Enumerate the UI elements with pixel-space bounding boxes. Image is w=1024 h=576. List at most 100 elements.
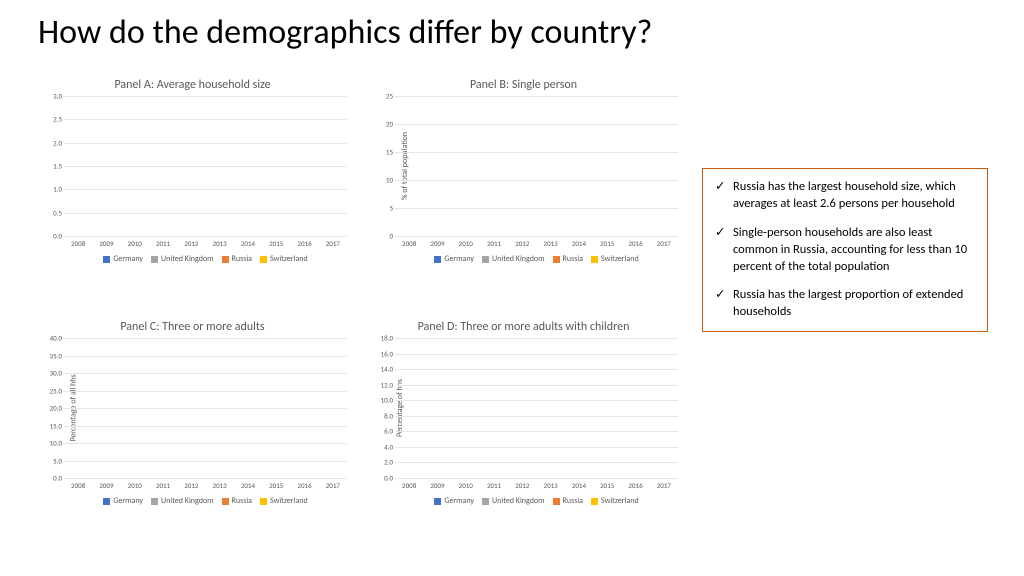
y-tick: 6.0	[373, 427, 393, 436]
chart-title: Panel A: Average household size	[38, 78, 347, 92]
x-tick: 2017	[650, 239, 678, 248]
legend-label: Switzerland	[601, 254, 639, 264]
legend-label: United Kingdom	[492, 496, 544, 506]
y-tick: 25.0	[42, 386, 62, 395]
legend-item: United Kingdom	[151, 496, 213, 506]
y-tick: 25	[373, 92, 393, 101]
y-tick: 0.0	[42, 232, 62, 241]
legend-item: Russia	[222, 254, 252, 264]
x-tick: 2012	[508, 481, 536, 490]
legend-label: Switzerland	[270, 254, 308, 264]
x-tick: 2016	[621, 239, 649, 248]
y-tick: 10.0	[373, 396, 393, 405]
x-tick: 2010	[452, 239, 480, 248]
legend-swatch	[482, 256, 489, 263]
y-tick: 20	[373, 120, 393, 129]
x-tick: 2017	[650, 481, 678, 490]
callout-item: Single-person households are also least …	[715, 225, 975, 276]
y-tick: 10	[373, 176, 393, 185]
legend-swatch	[222, 256, 229, 263]
legend-swatch	[434, 256, 441, 263]
panelB: Panel B: Single person% of total populat…	[369, 78, 678, 306]
y-tick: 2.0	[42, 138, 62, 147]
legend-label: Russia	[232, 496, 252, 506]
legend: Germany United Kingdom Russia Switzerland	[64, 496, 347, 506]
legend-label: Switzerland	[601, 496, 639, 506]
legend-swatch	[103, 498, 110, 505]
y-tick: 40.0	[42, 334, 62, 343]
legend: Germany United Kingdom Russia Switzerland	[395, 496, 678, 506]
x-tick: 2012	[508, 239, 536, 248]
callout-box: Russia has the largest household size, w…	[702, 168, 988, 332]
x-tick: 2015	[593, 239, 621, 248]
x-tick: 2017	[319, 481, 347, 490]
legend-item: Russia	[553, 254, 583, 264]
x-tick: 2008	[64, 239, 92, 248]
callout-item: Russia has the largest proportion of ext…	[715, 287, 975, 321]
y-tick: 20.0	[42, 404, 62, 413]
legend-swatch	[434, 498, 441, 505]
callout-list: Russia has the largest household size, w…	[715, 179, 975, 321]
x-tick: 2014	[234, 481, 262, 490]
legend-label: Russia	[563, 254, 583, 264]
x-tick: 2010	[452, 481, 480, 490]
x-tick: 2009	[423, 481, 451, 490]
legend-item: Switzerland	[260, 496, 308, 506]
legend-swatch	[151, 256, 158, 263]
y-tick: 12.0	[373, 380, 393, 389]
legend-item: United Kingdom	[482, 496, 544, 506]
x-tick: 2016	[290, 481, 318, 490]
y-tick: 3.0	[42, 92, 62, 101]
plot-area: % of total population0510152025	[395, 96, 678, 237]
panelD: Panel D: Three or more adults with child…	[369, 320, 678, 548]
page-title: How do the demographics differ by countr…	[38, 12, 652, 53]
legend-item: Russia	[222, 496, 252, 506]
y-tick: 15.0	[42, 421, 62, 430]
callout-item: Russia has the largest household size, w…	[715, 179, 975, 213]
y-tick: 1.5	[42, 162, 62, 171]
panelA: Panel A: Average household size 0.00.51.0…	[38, 78, 347, 306]
x-tick: 2010	[121, 481, 149, 490]
x-tick: 2013	[536, 481, 564, 490]
x-axis-labels: 2008200920102011201220132014201520162017	[395, 239, 678, 248]
legend: GermanyUnited KingdomRussiaSwitzerland	[64, 254, 347, 264]
y-tick: 0.5	[42, 208, 62, 217]
legend-swatch	[151, 498, 158, 505]
legend-item: Germany	[434, 496, 474, 506]
legend-label: Germany	[113, 496, 143, 506]
legend-item: Switzerland	[591, 496, 639, 506]
legend-swatch	[260, 256, 267, 263]
x-tick: 2011	[480, 239, 508, 248]
legend: Germany United Kingdom Russia Switzerland	[395, 254, 678, 264]
y-tick: 18.0	[373, 334, 393, 343]
x-tick: 2011	[149, 239, 177, 248]
x-tick: 2011	[480, 481, 508, 490]
x-tick: 2008	[395, 481, 423, 490]
plot-area: 0.00.51.01.52.02.53.0	[64, 96, 347, 237]
legend-swatch	[222, 498, 229, 505]
legend-swatch	[482, 498, 489, 505]
x-tick: 2016	[290, 239, 318, 248]
legend-item: United Kingdom	[482, 254, 544, 264]
legend-item: Switzerland	[591, 254, 639, 264]
x-tick: 2013	[536, 239, 564, 248]
x-tick: 2012	[177, 481, 205, 490]
legend-label: Germany	[444, 254, 474, 264]
y-tick: 30.0	[42, 369, 62, 378]
legend-label: Germany	[444, 496, 474, 506]
x-tick: 2008	[395, 239, 423, 248]
x-tick: 2015	[262, 481, 290, 490]
legend-item: Germany	[103, 496, 143, 506]
y-tick: 16.0	[373, 349, 393, 358]
x-tick: 2014	[565, 481, 593, 490]
x-tick: 2015	[593, 481, 621, 490]
legend-label: Russia	[563, 496, 583, 506]
y-tick: 2.5	[42, 115, 62, 124]
legend-item: Russia	[553, 496, 583, 506]
x-tick: 2009	[92, 481, 120, 490]
x-axis-labels: 2008200920102011201220132014201520162017	[64, 481, 347, 490]
x-tick: 2010	[121, 239, 149, 248]
legend-swatch	[553, 498, 560, 505]
legend-label: Germany	[113, 254, 143, 264]
y-tick: 14.0	[373, 365, 393, 374]
